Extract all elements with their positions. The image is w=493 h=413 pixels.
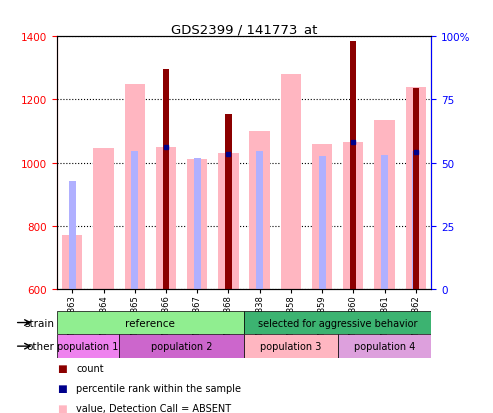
Text: other: other [26, 341, 54, 351]
Bar [312, 144, 332, 289]
Bar [406, 88, 426, 289]
Text: reference: reference [125, 318, 176, 328]
Bar [131, 152, 138, 289]
Bar [350, 42, 356, 289]
Bar [57, 335, 119, 358]
Bar [187, 160, 208, 289]
Text: percentile rank within the sample: percentile rank within the sample [76, 383, 242, 393]
Bar [381, 155, 388, 289]
Bar [413, 89, 419, 289]
Bar [62, 235, 82, 289]
Text: ■: ■ [57, 363, 67, 373]
Bar [225, 154, 232, 289]
Bar [194, 159, 201, 289]
Bar [244, 335, 338, 358]
Bar [412, 152, 419, 289]
Text: ■: ■ [57, 383, 67, 393]
Bar [374, 121, 395, 289]
Bar [256, 152, 263, 289]
Bar [119, 335, 244, 358]
Bar [125, 84, 145, 289]
Bar [163, 70, 169, 289]
Bar [338, 335, 431, 358]
Bar [93, 149, 114, 289]
Bar [156, 147, 176, 289]
Bar [281, 75, 301, 289]
Text: selected for aggressive behavior: selected for aggressive behavior [258, 318, 418, 328]
Bar [218, 154, 239, 289]
Bar [225, 114, 232, 289]
Title: GDS2399 / 141773_at: GDS2399 / 141773_at [171, 23, 317, 36]
Bar [69, 182, 76, 289]
Bar [163, 147, 170, 289]
Text: strain: strain [24, 318, 54, 328]
Text: population 4: population 4 [354, 341, 415, 351]
Text: count: count [76, 363, 104, 373]
Text: population 1: population 1 [57, 341, 119, 351]
Bar [244, 311, 431, 335]
Text: population 3: population 3 [260, 341, 321, 351]
Bar [249, 132, 270, 289]
Bar [343, 142, 363, 289]
Bar [57, 311, 244, 335]
Text: population 2: population 2 [151, 341, 212, 351]
Text: value, Detection Call = ABSENT: value, Detection Call = ABSENT [76, 403, 232, 413]
Bar [318, 157, 325, 289]
Text: ■: ■ [57, 403, 67, 413]
